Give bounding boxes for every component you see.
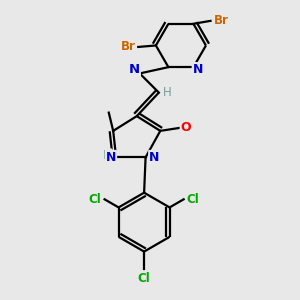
Text: N: N [129,63,140,76]
Text: Br: Br [121,40,135,53]
Text: N: N [106,151,116,164]
Text: H: H [103,149,112,162]
Text: H: H [163,86,172,99]
Text: N: N [149,151,160,164]
Text: Cl: Cl [138,272,151,285]
Text: O: O [181,121,191,134]
Text: Cl: Cl [89,193,101,206]
Text: Br: Br [213,14,228,27]
Text: Cl: Cl [187,193,200,206]
Text: N: N [193,63,203,76]
